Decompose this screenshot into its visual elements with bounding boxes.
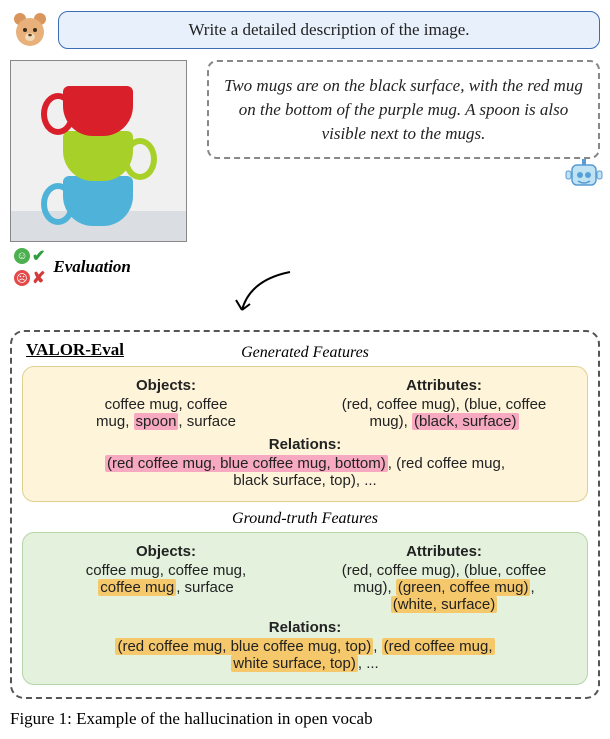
arrow-icon [230,270,320,320]
hl-coffee-mug: coffee mug [98,579,176,596]
gen-objects: coffee mug, coffee mug, spoon, surface [37,396,295,430]
gen-rel-heading: Relations: [37,436,573,453]
middle-row: ☺ ✔ ☹ ✘ Evaluation Two mugs are on the b… [10,60,600,288]
evaluation-label: Evaluation [53,257,130,277]
face-happy-icon: ☺ [14,248,30,264]
prompt-text: Write a detailed description of the imag… [188,20,469,39]
response-text: Two mugs are on the black surface, with … [224,76,583,143]
valor-title: VALOR-Eval [26,340,124,360]
hl-gt-rel2: (red coffee mug, [382,638,495,655]
hl-green-mug: (green, coffee mug) [396,579,531,596]
check-icon: ✔ [32,246,45,266]
valor-eval-box: VALOR-Eval Generated Features Objects: c… [10,330,600,699]
image-and-eval: ☺ ✔ ☹ ✘ Evaluation [10,60,187,288]
response-box: Two mugs are on the black surface, with … [207,60,600,159]
hl-white-surface: (white, surface) [391,596,498,613]
groundtruth-label: Ground-truth Features [22,510,588,528]
gt-objects: coffee mug, coffee mug, coffee mug, surf… [37,562,295,596]
prompt-row: Write a detailed description of the imag… [10,10,600,50]
cross-icon: ✘ [32,268,45,288]
hl-black-surface: (black, surface) [412,413,519,430]
hl-gt-rel1: (red coffee mug, blue coffee mug, top) [115,638,373,655]
gen-objects-heading: Objects: [37,377,295,394]
gt-attrs-heading: Attributes: [315,543,573,560]
bear-icon [10,10,50,50]
eval-icons: ☺ ✔ ☹ ✘ [14,246,45,288]
gt-relations: (red coffee mug, blue coffee mug, top), … [37,638,573,672]
mugs-image [10,60,187,242]
robot-icon [564,157,604,193]
face-sad-icon: ☹ [14,270,30,286]
gen-relations: (red coffee mug, blue coffee mug, bottom… [37,455,573,489]
hl-spoon: spoon [134,413,179,430]
gen-attrs-heading: Attributes: [315,377,573,394]
evaluation-row: ☺ ✔ ☹ ✘ Evaluation [14,246,187,288]
gt-attributes: (red, coffee mug), (blue, coffee mug), (… [315,562,573,613]
generated-features: Objects: coffee mug, coffee mug, spoon, … [22,366,588,502]
gen-attributes: (red, coffee mug), (blue, coffee mug), (… [315,396,573,430]
prompt-box: Write a detailed description of the imag… [58,11,600,49]
hl-rel1: (red coffee mug, blue coffee mug, bottom… [105,455,388,472]
figure-caption: Figure 1: Example of the hallucination i… [10,709,600,729]
gt-objects-heading: Objects: [37,543,295,560]
gt-rel-heading: Relations: [37,619,573,636]
groundtruth-features: Objects: coffee mug, coffee mug, coffee … [22,532,588,685]
hl-gt-rel3: white surface, top) [231,655,358,672]
